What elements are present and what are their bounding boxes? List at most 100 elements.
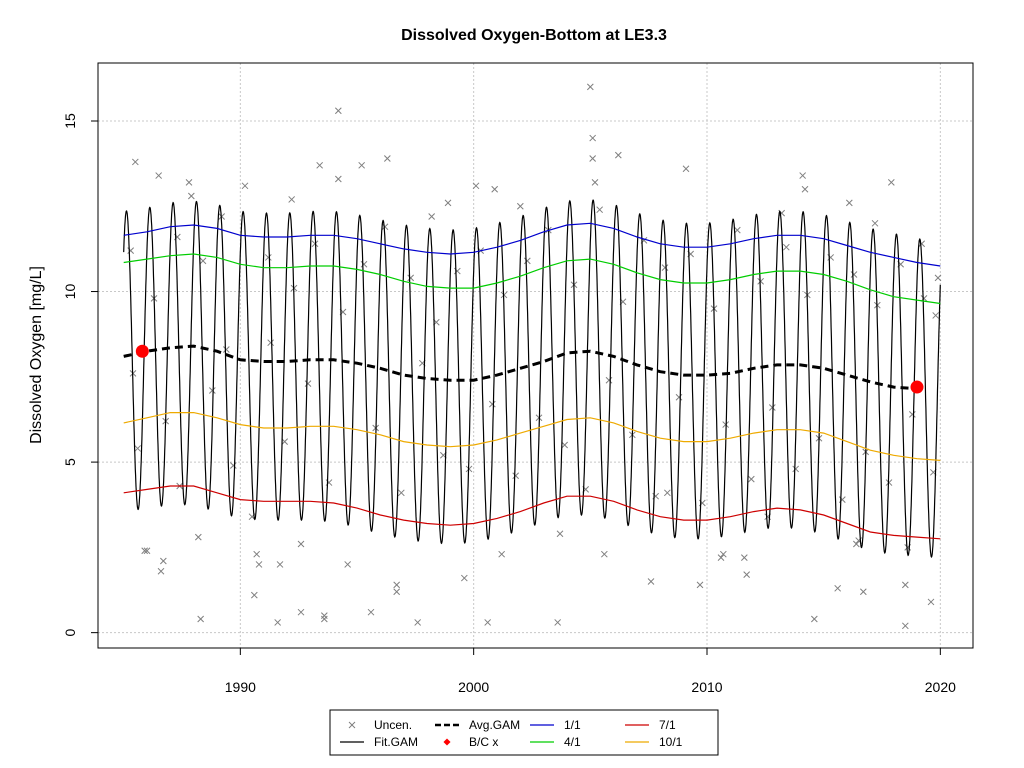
observation-point (523, 257, 531, 265)
observation-point (208, 387, 216, 394)
axes: 1990 2000 2010 2020 0 5 10 15 (62, 113, 956, 695)
observation-point (185, 179, 193, 186)
legend-item: Fit.GAM (340, 735, 418, 749)
observation-point (367, 608, 375, 616)
observation-point (834, 584, 842, 592)
plot-area (123, 83, 942, 630)
observation-point (733, 226, 741, 234)
observation-point (274, 619, 282, 626)
legend-symbol-dot (443, 738, 451, 746)
grid-lines (98, 63, 973, 648)
observation-point (491, 185, 499, 193)
x-tick-label: 2010 (691, 679, 722, 695)
observation-point (589, 155, 597, 162)
observation-point (127, 247, 135, 254)
observation-point (743, 571, 751, 579)
observation-point (131, 158, 139, 166)
observation-point (334, 175, 342, 183)
observation-point (801, 185, 809, 193)
legend-item: 10/1 (625, 735, 683, 749)
observation-point (908, 410, 916, 418)
legend-item: Uncen. (348, 718, 412, 732)
observation-point (488, 400, 496, 408)
legend: Uncen. Fit.GAM Avg.GAM B/C x 1/1 4/1 7/1 10/1 (329, 709, 719, 756)
observation-point (414, 619, 422, 626)
observation-point (591, 179, 599, 186)
observation-point (267, 339, 275, 347)
observation-point (512, 472, 520, 480)
observation-point (383, 155, 391, 162)
observation-point (316, 161, 324, 169)
observation-point (554, 619, 562, 626)
observation-point (393, 581, 401, 589)
observation-point (792, 465, 800, 473)
legend-label: 10/1 (659, 735, 683, 749)
bc-point (910, 380, 924, 394)
y-tick-label: 10 (62, 284, 78, 300)
observation-point (141, 547, 149, 555)
observation-point (297, 608, 305, 616)
legend-item: 1/1 (530, 718, 581, 732)
observation-point (934, 274, 942, 282)
observation-point (556, 530, 564, 538)
observation-point (810, 615, 818, 623)
x-tick-label: 2000 (458, 679, 489, 695)
observation-point (740, 554, 748, 561)
observation-point (320, 615, 328, 623)
y-tick-label: 0 (62, 629, 78, 637)
observation-point (393, 588, 401, 596)
observation-point (932, 312, 940, 319)
chart-title: Dissolved Oxygen-Bottom at LE3.3 (401, 27, 667, 44)
series-line-jul (123, 485, 941, 540)
legend-item: B/C x (443, 735, 498, 749)
observation-point (397, 489, 405, 497)
observation-point (757, 277, 765, 285)
observation-point (197, 615, 205, 623)
observation-point (782, 243, 790, 251)
fit-gam-line (123, 199, 941, 559)
observation-point (901, 622, 909, 630)
observation-point (871, 219, 879, 227)
observation-point (155, 172, 163, 179)
observation-point (484, 619, 492, 626)
y-axis-label: Dissolved Oxygen [mg/L] (28, 266, 45, 444)
observation-point (614, 151, 622, 159)
observation-point (717, 554, 725, 561)
legend-item: 7/1 (625, 718, 676, 732)
observation-point (850, 271, 858, 278)
observation-point (596, 206, 604, 214)
series-line-average (123, 344, 918, 391)
plot-frame (97, 62, 974, 649)
observation-point (320, 612, 328, 619)
observation-point (381, 223, 389, 231)
y-tick-label: 5 (62, 458, 78, 466)
legend-label: 7/1 (659, 718, 676, 732)
observation-point (498, 550, 506, 558)
observation-point (157, 567, 165, 575)
observation-point (241, 182, 249, 190)
legend-label: Uncen. (374, 718, 412, 732)
observation-point (516, 202, 524, 210)
observation-point (682, 165, 690, 173)
observation-point (304, 380, 312, 387)
observation-point (407, 274, 415, 282)
y-tick-label: 15 (62, 113, 78, 129)
observation-point (344, 561, 352, 568)
observation-point (605, 376, 613, 384)
bc-point (135, 344, 149, 358)
observation-point (675, 393, 683, 401)
observation-point (589, 134, 597, 142)
observation-point (222, 346, 230, 353)
observation-point (134, 445, 142, 452)
observation-point (229, 462, 237, 469)
observation-point (719, 550, 727, 558)
observation-point (661, 264, 669, 272)
observation-point (768, 404, 776, 411)
legend-item: Avg.GAM (435, 718, 520, 732)
observation-point (663, 489, 671, 497)
series-line-jan (123, 222, 941, 267)
observation-point (428, 213, 436, 220)
legend-label: 1/1 (564, 718, 581, 732)
observation-point (159, 557, 167, 565)
